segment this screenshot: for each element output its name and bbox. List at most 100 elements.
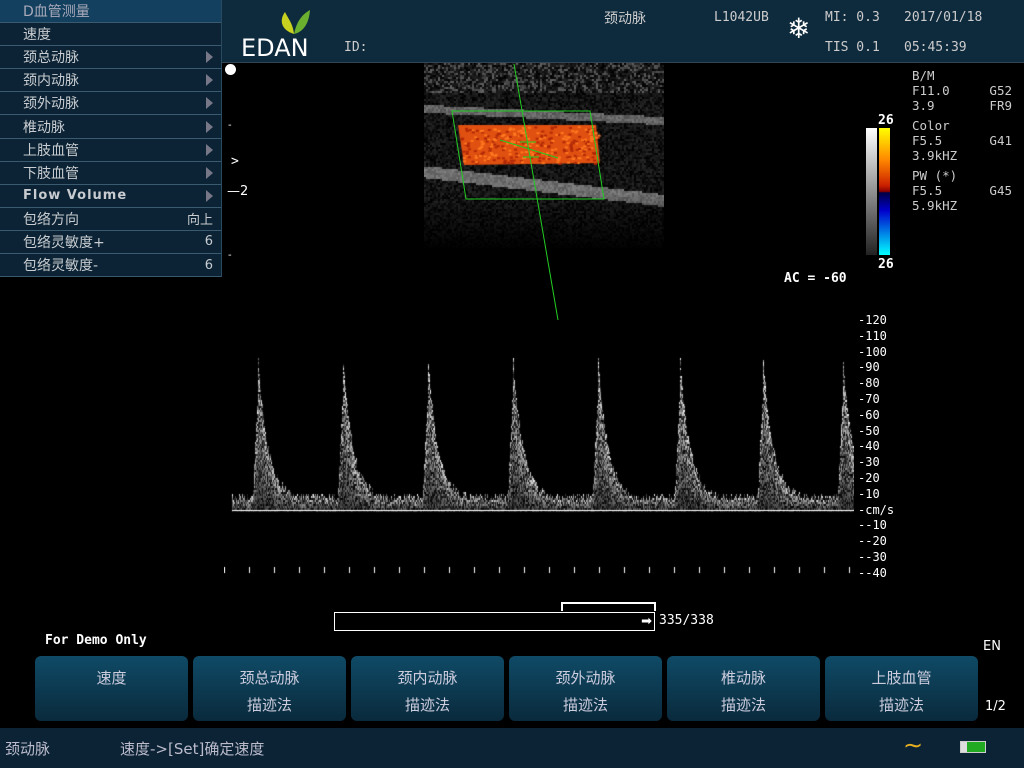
velocity-scale-label: --20 (858, 535, 887, 547)
color-scale-top: 26 (878, 113, 894, 128)
cine-progress-bar[interactable]: ➡ (334, 612, 655, 631)
menu-item[interactable]: 下肢血管 (0, 162, 221, 185)
menu-item[interactable]: 颈内动脉 (0, 69, 221, 92)
velocity-scale-label: -40 (858, 440, 880, 452)
menu-item-label: 下肢血管 (23, 163, 79, 183)
ac-value: AC = -60 (784, 271, 847, 286)
softkey-label: 椎动脉 (667, 665, 820, 692)
softkey-label: 速度 (35, 665, 188, 692)
submenu-arrow-icon (206, 74, 213, 86)
color-freq: F5.5 (912, 133, 942, 148)
color-gain: G41 (989, 133, 1012, 148)
velocity-scale-label: -60 (858, 409, 880, 421)
softkey-sublabel: 描迹法 (193, 692, 346, 719)
depth-tick: - (228, 120, 232, 131)
menu-item[interactable]: 上肢血管 (0, 139, 221, 162)
pw-prf: 5.9kHZ (912, 198, 1012, 213)
date: 2017/01/18 (904, 10, 982, 25)
softkey-sublabel: 描迹法 (667, 692, 820, 719)
snowflake-icon: ❄ (787, 14, 810, 44)
patient-id-label[interactable]: ID: (344, 40, 367, 55)
velocity-scale-label: --30 (858, 551, 887, 563)
velocity-scale-label: -cm/s (858, 504, 894, 516)
softkey-button[interactable]: 速度 (35, 656, 188, 721)
softkey-sublabel: 描迹法 (351, 692, 504, 719)
menu-title: D血管测量 (0, 0, 221, 23)
softkey-button[interactable]: 颈外动脉 描迹法 (509, 656, 662, 721)
color-scale-bottom: 26 (878, 257, 894, 272)
depth-value: 2 (240, 184, 248, 199)
battery-icon (960, 741, 986, 753)
imaging-params: B/M F11.0 G52 3.9 FR9 Color F5.5 G41 3.9kHZ… (912, 68, 1012, 213)
cine-arrow-icon[interactable]: ➡ (641, 614, 652, 629)
menu-item-label: 颈内动脉 (23, 70, 79, 90)
cine-range-bracket[interactable] (561, 602, 656, 611)
velocity-scale-label: -30 (858, 456, 880, 468)
focus-dot-icon (225, 64, 236, 75)
page-indicator[interactable]: 1/2 (985, 699, 1006, 714)
status-hint: 速度->[Set]确定速度 (120, 738, 264, 759)
menu-item-label: 颈外动脉 (23, 93, 79, 113)
menu-item-label: 上肢血管 (23, 140, 79, 160)
velocity-scale-label: -100 (858, 346, 887, 358)
b-mode-color-image[interactable] (424, 63, 664, 248)
menu-item[interactable]: 颈外动脉 (0, 92, 221, 115)
tis-value: TIS 0.1 (825, 40, 880, 55)
menu-item-label: 颈总动脉 (23, 47, 79, 67)
bm-framerate: FR9 (989, 98, 1012, 113)
softkey-sublabel: 描迹法 (509, 692, 662, 719)
ac-power-icon: ∼ (903, 731, 923, 759)
velocity-scale-label: -20 (858, 472, 880, 484)
menu-item-label: 椎动脉 (23, 117, 65, 137)
velocity-scale-label: -110 (858, 330, 887, 342)
softkey-button[interactable]: 颈总动脉 描迹法 (193, 656, 346, 721)
menu-item[interactable]: 椎动脉 (0, 115, 221, 138)
velocity-scale-label: -10 (858, 488, 880, 500)
softkey-button[interactable]: 颈内动脉 描迹法 (351, 656, 504, 721)
submenu-arrow-icon (206, 190, 213, 202)
velocity-scale-label: --40 (858, 567, 887, 579)
softkey-label: 颈总动脉 (193, 665, 346, 692)
edan-logo: EDAN (241, 34, 309, 62)
menu-item-label: Flow Volume (23, 188, 127, 203)
pw-doppler-spectrum[interactable] (224, 312, 854, 582)
focus-marker: > (231, 154, 239, 169)
depth-tick: - (228, 250, 232, 261)
menu-item[interactable]: 颈总动脉 (0, 46, 221, 69)
language-indicator[interactable]: EN (983, 639, 1001, 654)
vascular-measure-menu: D血管测量 速度 颈总动脉颈内动脉颈外动脉椎动脉上肢血管下肢血管 Flow Volu… (0, 0, 222, 277)
time: 05:45:39 (904, 40, 967, 55)
softkey-label: 上肢血管 (825, 665, 978, 692)
menu-item[interactable]: 包络灵敏度+ 6 (0, 231, 221, 254)
color-prf: 3.9kHZ (912, 148, 1012, 163)
gray-map-bar (866, 128, 877, 255)
velocity-scale-label: --10 (858, 519, 887, 531)
softkey-label: 颈外动脉 (509, 665, 662, 692)
color-map-bar (879, 128, 890, 255)
menu-item-value: 6 (205, 234, 213, 249)
cine-frame-count: 335/338 (659, 613, 714, 628)
pw-gain: G45 (989, 183, 1012, 198)
bm-depth: 3.9 (912, 98, 935, 113)
menu-item-value: 6 (205, 258, 213, 273)
velocity-scale-label: -90 (858, 361, 880, 373)
submenu-arrow-icon (206, 51, 213, 63)
menu-item[interactable]: 包络灵敏度- 6 (0, 254, 221, 277)
menu-item-label: 包络方向 (23, 209, 79, 229)
menu-item-value: 向上 (187, 209, 213, 228)
softkey-button[interactable]: 上肢血管 描迹法 (825, 656, 978, 721)
menu-item-label: 包络灵敏度- (23, 255, 98, 275)
pw-freq: F5.5 (912, 183, 942, 198)
softkey-sublabel: 描迹法 (825, 692, 978, 719)
edan-leaf-logo-icon (277, 8, 311, 36)
demo-label: For Demo Only (45, 633, 147, 648)
menu-item[interactable]: Flow Volume (0, 185, 221, 208)
menu-item[interactable]: 包络方向 向上 (0, 208, 221, 231)
mi-value: MI: 0.3 (825, 10, 880, 25)
pw-label: PW (*) (912, 168, 1012, 183)
submenu-arrow-icon (206, 121, 213, 133)
softkey-button[interactable]: 椎动脉 描迹法 (667, 656, 820, 721)
menu-item[interactable]: 速度 (0, 23, 221, 46)
softkey-label: 颈内动脉 (351, 665, 504, 692)
status-exam: 颈动脉 (5, 738, 50, 759)
